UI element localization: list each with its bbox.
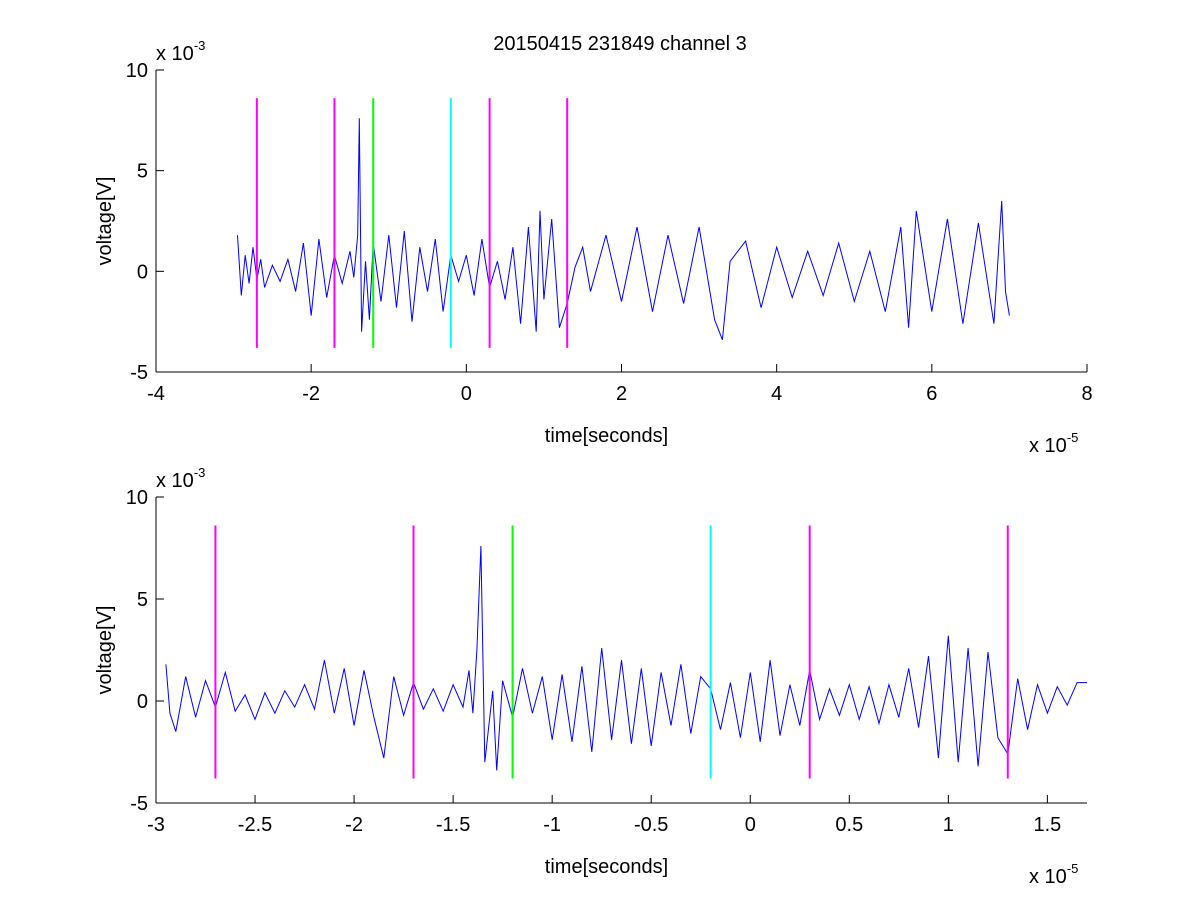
x-tick-label: -0.5 (634, 814, 668, 836)
bottom-plot: -3 -2.5 -2 -1.5 -1 -0.5 0 0.5 1 1.5 -5 0 5 10 x 10-3 x … (94, 465, 1087, 888)
x-multiplier: x 10-5 (1029, 861, 1078, 888)
x-tick-label: 2 (616, 383, 627, 405)
y-tick-label: -5 (130, 362, 148, 384)
y-tick-label: 0 (137, 261, 148, 283)
x-multiplier: x 10-5 (1029, 430, 1078, 457)
y-multiplier: x 10-3 (156, 465, 205, 492)
x-tick-label: 1 (943, 814, 954, 836)
signal-line (165, 545, 1087, 771)
y-tick-label: -5 (130, 793, 148, 815)
x-tick-label: 6 (926, 383, 937, 405)
y-multiplier: x 10-3 (156, 38, 205, 65)
x-tick-label: -4 (147, 383, 165, 405)
x-tick-label: 4 (771, 383, 782, 405)
x-axis-label: time[seconds] (545, 856, 668, 878)
x-tick-label: -1 (543, 814, 561, 836)
x-tick-label: 0 (461, 383, 472, 405)
x-tick-label: 1.5 (1033, 814, 1061, 836)
y-tick-label: 5 (137, 161, 148, 183)
x-tick-label: 0.5 (835, 814, 863, 836)
y-axis-label: voltage[V] (94, 606, 116, 695)
x-tick-label: 0 (745, 814, 756, 836)
x-tick-label: 8 (1081, 383, 1092, 405)
y-axis-label: voltage[V] (94, 177, 116, 266)
y-tick-label: 0 (137, 691, 148, 713)
x-axis-label: time[seconds] (545, 425, 668, 447)
y-tick-label: 10 (126, 60, 148, 82)
y-tick-label: 5 (137, 589, 148, 611)
x-tick-label: -3 (147, 814, 165, 836)
x-tick-label: -2.5 (238, 814, 272, 836)
signal-line (237, 118, 1010, 340)
x-tick-label: -2 (302, 383, 320, 405)
y-tick-label: 10 (126, 487, 148, 509)
figure-title: 20150415 231849 channel 3 (493, 33, 747, 55)
x-tick-label: -2 (345, 814, 363, 836)
top-plot: -4 -2 0 2 4 6 8 -5 0 5 10 x 10-3 x 10-5 time[seconds]… (94, 38, 1093, 457)
x-tick-label: -1.5 (436, 814, 470, 836)
